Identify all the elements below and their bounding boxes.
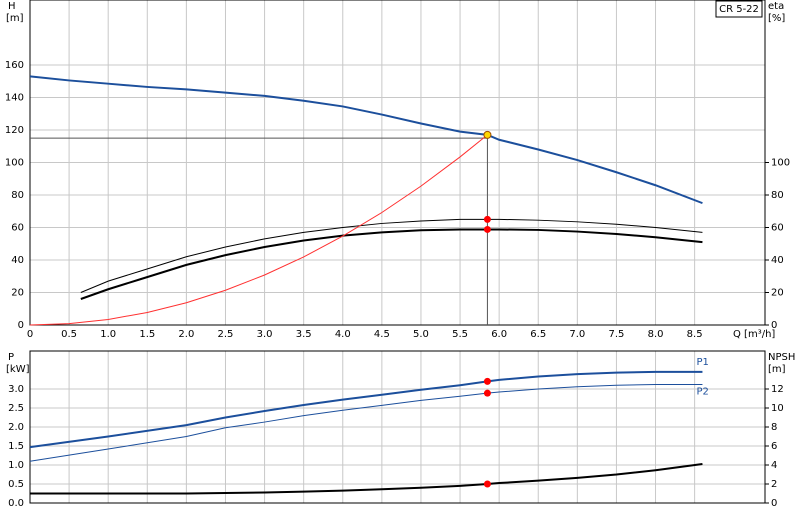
- y-tick-label: 140: [5, 93, 24, 104]
- operating-point: [483, 480, 491, 488]
- x-tick-label: 0.5: [61, 329, 77, 340]
- y2-axis-label: NPSH: [768, 352, 795, 363]
- y2-tick-label: 10: [771, 403, 784, 414]
- y2-tick-label: 0: [771, 498, 777, 509]
- series-label: P1: [696, 357, 708, 368]
- x-tick-label: 4.0: [335, 329, 351, 340]
- y2-tick-label: 100: [771, 158, 790, 169]
- y-tick-label: 0.0: [8, 498, 24, 509]
- plot-frame: [29, 0, 766, 326]
- y2-tick-label: 2: [771, 479, 777, 490]
- y-axis-label: H: [8, 1, 16, 12]
- operating-point: [483, 225, 491, 233]
- x-tick-label: 4.5: [374, 329, 390, 340]
- y2-axis-unit: [%]: [768, 13, 785, 24]
- x-tick-label: 1.0: [100, 329, 116, 340]
- plot-frame: [29, 350, 766, 504]
- y-tick-label: 2.5: [8, 403, 24, 414]
- y2-tick-label: 0: [771, 320, 777, 331]
- x-tick-label: 6.0: [491, 329, 507, 340]
- y2-tick-label: 80: [771, 190, 784, 201]
- y-tick-label: 40: [11, 255, 24, 266]
- x-tick-label: 2.5: [218, 329, 234, 340]
- y2-axis-label: eta: [768, 1, 784, 12]
- y-tick-label: 20: [11, 288, 24, 299]
- x-tick-label: 3.5: [296, 329, 312, 340]
- y-tick-label: 160: [5, 60, 24, 71]
- x-tick-label: 6.5: [530, 329, 546, 340]
- x-tick-label: 7.5: [608, 329, 624, 340]
- y2-axis-unit: [m]: [768, 364, 786, 375]
- curve: [29, 370, 703, 449]
- y2-tick-label: 60: [771, 223, 784, 234]
- y-tick-label: 60: [11, 223, 24, 234]
- x-tick-label: 5.5: [452, 329, 468, 340]
- y-tick-label: 80: [11, 190, 24, 201]
- y-tick-label: 1.0: [8, 460, 24, 471]
- x-tick-label: 5.0: [413, 329, 429, 340]
- curve: [30, 463, 703, 495]
- operating-point: [483, 215, 491, 223]
- x-tick-label: 8.0: [648, 329, 664, 340]
- curve: [80, 228, 703, 300]
- y-tick-label: 120: [5, 125, 24, 136]
- y2-tick-label: 4: [771, 460, 777, 471]
- curve: [29, 75, 703, 205]
- curve: [80, 218, 703, 293]
- series-label: P2: [696, 386, 708, 397]
- y-tick-label: 100: [5, 158, 24, 169]
- y2-tick-label: 40: [771, 255, 784, 266]
- chart-label: CR 5-22: [719, 4, 759, 15]
- x-tick-label: 8.5: [687, 329, 703, 340]
- x-axis-label: Q [m³/h]: [733, 329, 775, 340]
- x-tick-label: 0: [27, 329, 33, 340]
- y2-tick-label: 20: [771, 288, 784, 299]
- y-axis-unit: [m]: [6, 13, 24, 24]
- y-tick-label: 0.5: [8, 479, 24, 490]
- y-axis-label: P: [8, 352, 14, 363]
- y-axis-unit: [kW]: [6, 364, 30, 375]
- label-box: [715, 0, 763, 18]
- x-tick-label: 2.0: [178, 329, 194, 340]
- operating-point: [483, 130, 492, 139]
- y2-tick-label: 12: [771, 384, 784, 395]
- y2-tick-label: 6: [771, 441, 777, 452]
- x-tick-label: 3.0: [257, 329, 273, 340]
- y-tick-label: 2.0: [8, 422, 24, 433]
- operating-point: [483, 389, 491, 397]
- y-tick-label: 0: [18, 320, 24, 331]
- x-tick-label: 7.0: [569, 329, 585, 340]
- x-tick-label: 1.5: [139, 329, 155, 340]
- y-tick-label: 1.5: [8, 441, 24, 452]
- y2-tick-label: 8: [771, 422, 777, 433]
- curve: [29, 383, 703, 462]
- operating-point: [483, 377, 491, 385]
- curve: [29, 134, 488, 326]
- y-tick-label: 3.0: [8, 384, 24, 395]
